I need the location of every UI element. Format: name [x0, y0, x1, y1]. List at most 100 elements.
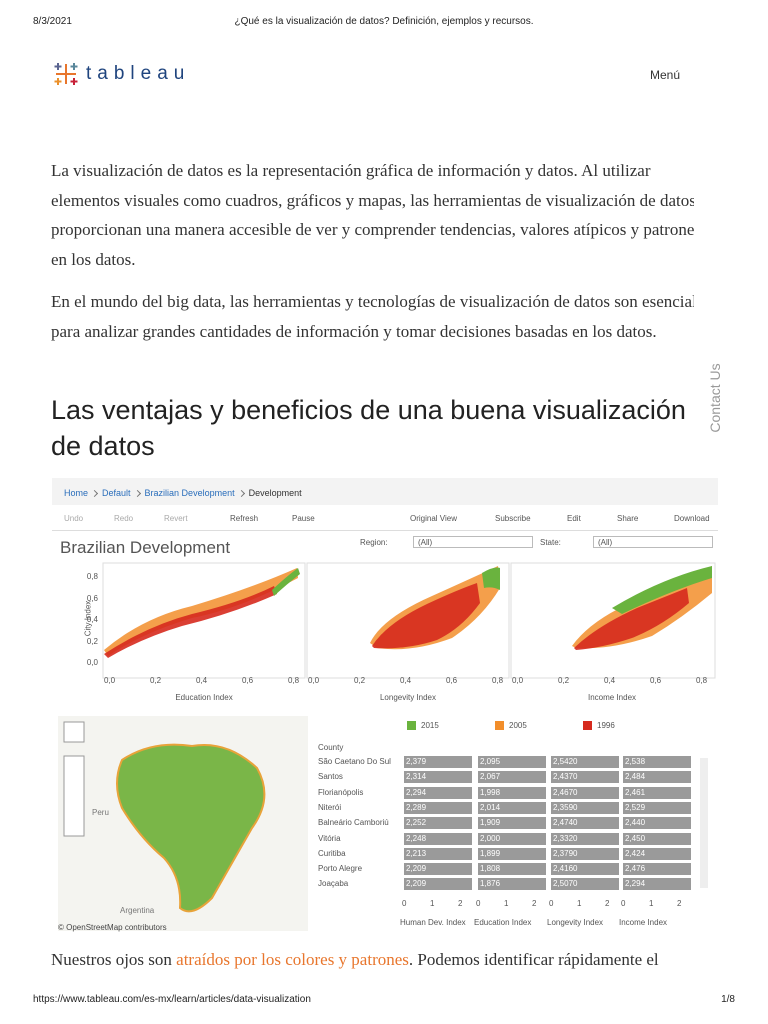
link[interactable]: atraídos por los colores y patrones [176, 950, 409, 969]
table-header: County [318, 743, 344, 752]
table-column-label: Education Index [474, 918, 532, 927]
table-cell: 2,5070 [551, 878, 619, 891]
logo-text: tableau [86, 63, 191, 84]
legend-label: 2015 [421, 721, 439, 730]
paragraph-clip: La visualización de datos es la represen… [51, 156, 694, 274]
table-axis-tick: 2 [532, 899, 537, 908]
legend-label: 2005 [509, 721, 527, 730]
y-tick-label: 0,6 [86, 593, 98, 603]
table-cell: 2,209 [404, 878, 472, 891]
table-cell: 2,314 [404, 771, 472, 784]
contact-tab[interactable]: Contact Us [707, 363, 723, 433]
table-cell: 2,538 [623, 756, 691, 768]
table-cell: 2,379 [404, 756, 472, 768]
x-tick-label: 0,0 [512, 676, 524, 685]
section-heading: Las ventajas y beneficios de una buena v… [51, 395, 686, 461]
page-number: 1/8 [721, 994, 735, 1005]
map-label: Peru [92, 808, 109, 817]
table-column-label: Income Index [619, 918, 668, 927]
table-cell: 2,014 [478, 801, 546, 814]
scrollbar [700, 758, 708, 888]
x-tick-label: 0,4 [400, 676, 412, 685]
table-cell: 2,424 [623, 847, 691, 860]
toolbar-button[interactable]: Download [674, 514, 710, 523]
dashboard-title: Brazilian Development [60, 538, 231, 557]
y-tick-label: 0,8 [86, 572, 98, 581]
table-axis-tick: 0 [621, 899, 626, 908]
x-axis-label: Income Index [587, 693, 637, 702]
table-cell: 2,3320 [551, 832, 619, 845]
paragraph: En el mundo del big data, las herramient… [51, 292, 694, 341]
filter-label: State: [540, 538, 561, 547]
table-axis-tick: 0 [402, 899, 407, 908]
table-cell: 1,808 [478, 863, 546, 876]
table-axis-tick: 1 [577, 899, 582, 908]
toolbar-button[interactable]: Redo [114, 514, 134, 523]
table-row-label: Niterói [318, 802, 342, 812]
table-axis-tick: 1 [504, 899, 509, 908]
x-tick-label: 0,2 [558, 676, 570, 685]
toolbar-button[interactable]: Undo [64, 514, 84, 523]
toolbar-button[interactable]: Edit [567, 514, 581, 523]
x-tick-label: 0,8 [288, 676, 300, 685]
menu-button[interactable]: Menú [650, 68, 681, 82]
toolbar-button[interactable]: Revert [164, 514, 188, 523]
table-cell: 2,067 [478, 771, 546, 784]
breadcrumb-item[interactable]: Home [64, 488, 89, 498]
table-row-label: Florianópolis [318, 787, 364, 797]
x-axis-label: Longevity Index [379, 693, 437, 702]
table-cell: 2,5420 [551, 756, 619, 768]
closing-paragraph: Nuestros ojos son atraídos por los color… [51, 950, 659, 970]
table-axis-tick: 1 [430, 899, 435, 908]
toolbar-button[interactable]: Refresh [230, 514, 259, 523]
table-row-label: São Caetano Do Sul [318, 757, 391, 766]
table-axis-tick: 0 [549, 899, 554, 908]
x-tick-label: 0,4 [604, 676, 616, 685]
breadcrumb-item[interactable]: Default [102, 488, 131, 498]
x-axis-label: Education Index [175, 693, 233, 702]
breadcrumb-item[interactable]: Brazilian Development [144, 488, 235, 498]
text: Nuestros ojos son [51, 950, 177, 969]
table-cell: 2,440 [623, 817, 691, 830]
filter-dropdown[interactable]: (All) [593, 536, 713, 548]
toolbar [52, 505, 718, 531]
filter-dropdown[interactable]: (All) [413, 536, 533, 548]
table-cell: 2,4370 [551, 771, 619, 784]
x-tick-label: 0,8 [492, 676, 504, 685]
x-tick-label: 0,0 [104, 676, 116, 685]
footer-band [0, 985, 768, 1024]
table-row-label: Porto Alegre [318, 864, 363, 874]
table-column-label: Longevity Index [547, 918, 604, 927]
table-cell: 2,289 [404, 801, 472, 814]
toolbar-button[interactable]: Subscribe [495, 514, 531, 523]
table-axis-tick: 2 [677, 899, 682, 908]
table-cell: 2,476 [623, 863, 691, 876]
x-tick-label: 0,6 [446, 676, 458, 685]
toolbar-button[interactable]: Pause [292, 514, 315, 523]
toolbar-button[interactable]: Original View [410, 514, 457, 523]
y-tick-label: 0,0 [86, 658, 98, 667]
breadcrumb-bar [52, 478, 718, 505]
legend-swatch [583, 721, 592, 730]
x-tick-label: 0,8 [696, 676, 708, 685]
table-axis-tick: 0 [476, 899, 481, 908]
table-cell: 2,529 [623, 801, 691, 814]
breadcrumb-item[interactable]: Development [248, 488, 302, 498]
dashboard-graphics [58, 562, 716, 931]
x-tick-label: 0,0 [308, 676, 320, 685]
table-column-label: Human Dev. Index [400, 918, 466, 927]
table-cell: 2,209 [404, 863, 472, 876]
table-cell: 2,000 [478, 832, 546, 845]
legend-swatch [407, 721, 416, 730]
toolbar-button[interactable]: Share [617, 514, 639, 523]
legend-label: 1996 [597, 721, 615, 730]
paragraph: La visualización de datos es la represen… [51, 161, 694, 269]
table-row-label: Vitória [318, 833, 341, 843]
legend-swatch [495, 721, 504, 730]
table-row-label: Santos [318, 772, 343, 782]
table-cell: 1,998 [478, 786, 546, 799]
table-cell: 2,213 [404, 847, 472, 860]
table-cell: 2,095 [478, 756, 546, 768]
table-row-label: Balneário Camboriú [318, 818, 389, 828]
